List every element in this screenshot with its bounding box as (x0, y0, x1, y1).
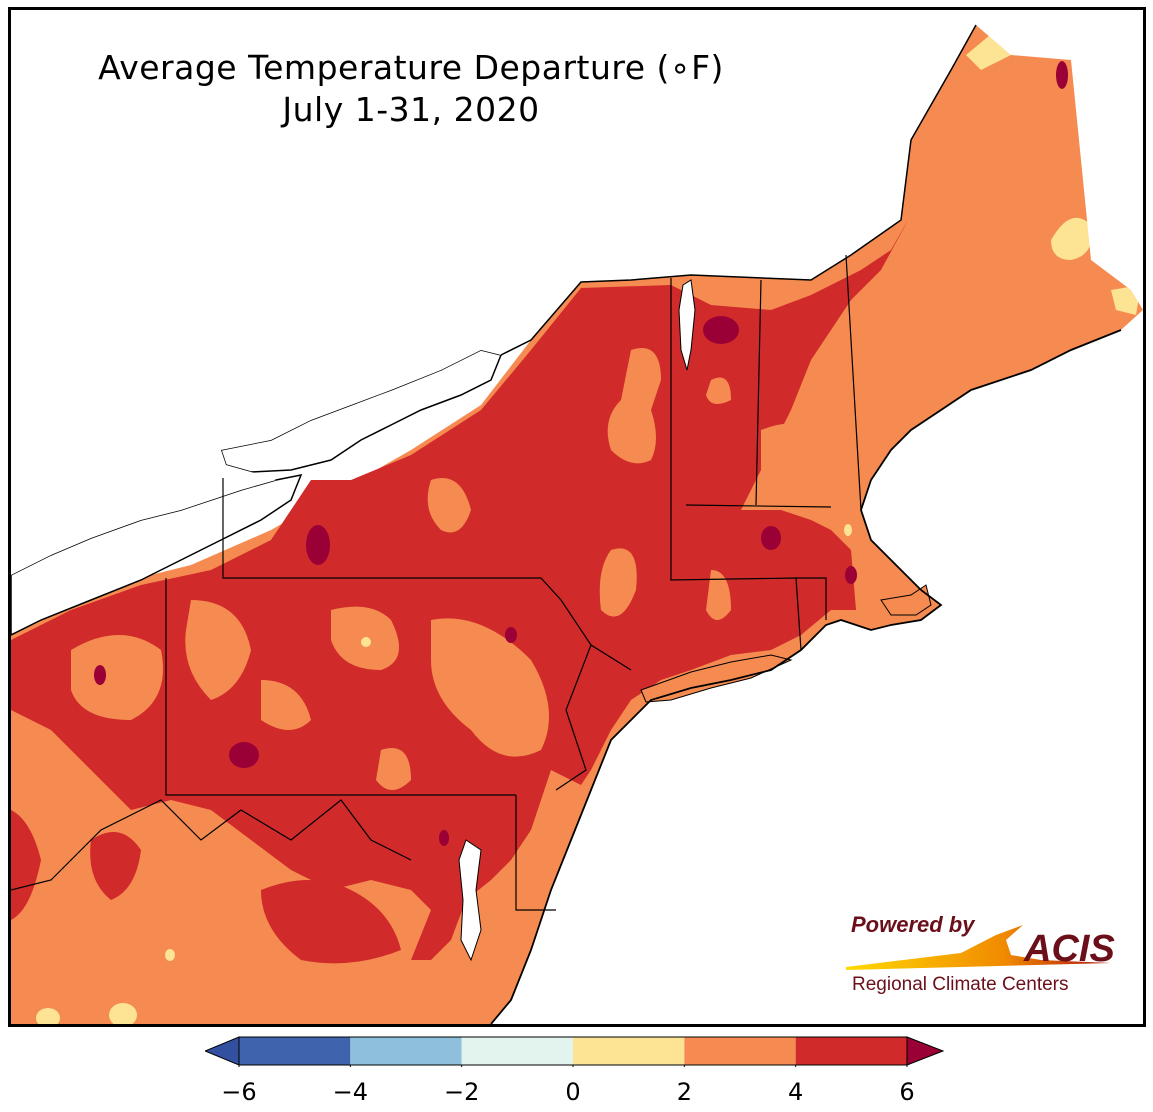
dark-red-spot (845, 566, 857, 584)
red-patch (261, 880, 401, 964)
canada-region (11, 10, 971, 575)
red-patch (90, 832, 141, 900)
powered-by-text: Powered by (851, 912, 975, 937)
colorbar-bin (573, 1037, 685, 1065)
chesapeake-bay (458, 839, 482, 962)
coastline (500, 24, 977, 356)
orange-blob (185, 600, 251, 700)
colorbar-bin (795, 1037, 907, 1065)
orange-blob (607, 348, 661, 464)
colorbar-bin (350, 1037, 462, 1065)
red-patch (11, 810, 41, 920)
dark-red-spot (306, 525, 330, 565)
map-title: Average Temperature Departure (∘F) (98, 48, 724, 87)
canada-northeast (976, 10, 1143, 310)
colorbar-bin (684, 1037, 796, 1065)
orange-blob (706, 570, 731, 620)
map-subtitle: July 1-31, 2020 (282, 90, 540, 129)
orange-blob (427, 478, 471, 533)
coastline-east (490, 329, 1122, 1024)
lake-champlain (678, 279, 696, 371)
map-frame: Average Temperature Departure (∘F) July … (8, 7, 1146, 1027)
colorbar-tick-label: −6 (221, 1078, 257, 1106)
colorbar-tick-label: 6 (899, 1078, 915, 1106)
dark-red-spot (1056, 61, 1068, 89)
lake-ontario (220, 349, 503, 473)
acis-brand: ACIS (1024, 928, 1115, 970)
yellow-spot (165, 949, 175, 961)
dark-red-spot (505, 627, 517, 643)
yellow-spot (36, 1008, 60, 1024)
dark-red-spot (703, 316, 739, 344)
dark-red-spot (94, 665, 106, 685)
yellow-spot (844, 524, 852, 536)
lake-erie (11, 473, 303, 636)
orange-blob (71, 635, 163, 720)
temperature-departure-map (11, 10, 1143, 1024)
cape-cod (880, 584, 932, 616)
orange-blob (431, 618, 549, 757)
colorbar-over-arrow (906, 1036, 945, 1066)
yellow-spot (109, 1003, 137, 1024)
orange-blob (376, 748, 411, 790)
dark-red-spot (229, 742, 259, 768)
colorbar-tick-label: −2 (443, 1078, 480, 1106)
yellow-spot (361, 637, 371, 647)
dark-red-spot (439, 830, 449, 846)
colorbar-tick-label: 4 (788, 1078, 804, 1106)
colorbar-bin (239, 1037, 351, 1065)
atlantic-ocean (491, 310, 1143, 1024)
red-region-main (11, 215, 911, 960)
colorbar (205, 1036, 945, 1067)
dark-red-spot (761, 526, 781, 550)
orange-blob (599, 548, 637, 617)
orange-blob (261, 680, 311, 730)
orange-blob (706, 377, 731, 404)
colorbar-tick-label: −4 (332, 1078, 369, 1106)
orange-maine (861, 50, 1143, 430)
colorbar-tick-label: 0 (565, 1078, 581, 1106)
acis-logo-graphic (846, 925, 1111, 970)
yellow-blob (1051, 217, 1092, 260)
state-borders (11, 254, 862, 911)
colorbar-tick-label: 2 (676, 1078, 692, 1106)
colorbar-under-arrow (205, 1036, 240, 1066)
regional-climate-centers-text: Regional Climate Centers (852, 974, 1069, 995)
colorbar-bin (461, 1037, 573, 1065)
orange-blob (761, 423, 834, 510)
